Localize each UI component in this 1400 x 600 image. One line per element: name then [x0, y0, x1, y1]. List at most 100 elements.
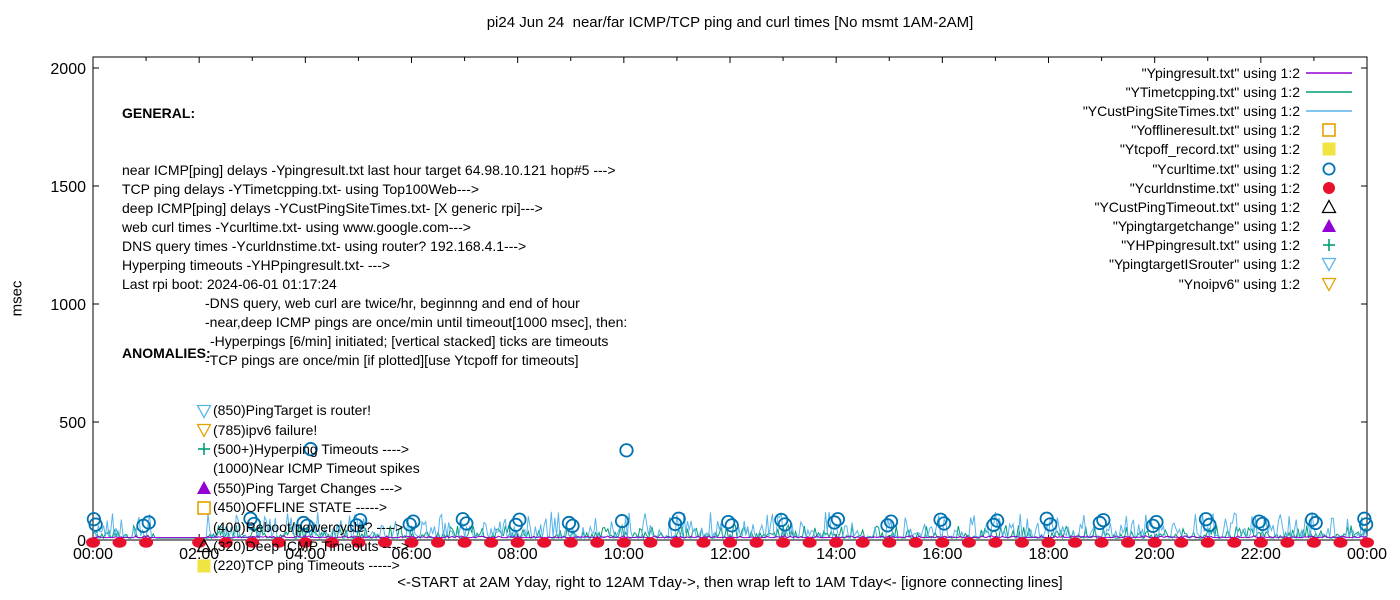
dns-time-point [484, 537, 499, 548]
anomaly-marker [196, 422, 213, 438]
square-filled-icon [197, 559, 211, 573]
anomalies-annotations: ANOMALIES: (850)PingTarget is router! (78… [122, 306, 420, 600]
dns-time-point [377, 537, 392, 548]
legend-label: "Yofflineresult.txt" using 1:2 [1131, 122, 1300, 139]
dns-time-point [961, 537, 976, 548]
curl-time-point [1255, 516, 1270, 532]
legend-entry: "YpingtargetISrouter" using 1:2 [1083, 255, 1358, 274]
line-icon [1306, 90, 1352, 93]
curl-time-point [1043, 517, 1058, 532]
curl-time-point [1149, 514, 1164, 530]
dns-time-point [351, 537, 366, 548]
legend-entry: "Ypingtargetchange" using 1:2 [1083, 217, 1358, 236]
dns-time-point [988, 537, 1003, 548]
circle-filled-icon [1323, 181, 1335, 194]
curl-time-point [986, 517, 1001, 532]
dns-time-point [1014, 537, 1029, 548]
curl-time-point [512, 512, 527, 527]
curl-time-point [459, 516, 474, 531]
anomaly-marker [196, 441, 213, 457]
anomaly-text: (450)OFFLINE STATE -----> [213, 499, 388, 516]
dns-time-point [1174, 537, 1189, 548]
square-open-icon [197, 500, 211, 515]
legend-marker [1300, 218, 1358, 234]
dns-time-point [298, 537, 313, 548]
dns-time-point [112, 537, 127, 548]
anomaly-rows: (850)PingTarget is router! (785)ipv6 fail… [196, 401, 420, 576]
anomaly-item: (450)OFFLINE STATE -----> [196, 498, 420, 517]
anomaly-item: (1000)Near ICMP Timeout spikes [196, 459, 420, 478]
legend-entry: "YTimetcpping.txt" using 1:2 [1083, 82, 1358, 101]
legend-marker [1300, 161, 1358, 177]
general-line: -DNS query, web curl are twice/hr, begin… [205, 295, 580, 311]
legend-label: "Ycurltime.txt" using 1:2 [1152, 160, 1300, 177]
dns-time-point [510, 537, 525, 548]
dns-time-point [1147, 537, 1162, 548]
dns-time-point [1333, 537, 1348, 548]
anomaly-text: (550)Ping Target Changes ---> [213, 479, 403, 496]
dns-time-point [749, 537, 764, 548]
legend-marker [1300, 237, 1358, 253]
legend-entry: "Ycurldnstime.txt" using 1:2 [1083, 178, 1358, 197]
general-lines: near ICMP[ping] delays -Ypingresult.txt … [122, 161, 627, 370]
curl-time-point [303, 442, 318, 457]
x-tick-label: 14:00 [816, 546, 856, 563]
legend-marker [1300, 122, 1358, 138]
legend-marker [1300, 199, 1358, 215]
legend-marker [1300, 180, 1358, 196]
triangle-down-open-icon [1321, 277, 1337, 292]
general-line: DNS query times -Ycurldnstime.txt- using… [122, 238, 527, 254]
dns-time-point [908, 537, 923, 548]
legend-label: "Ytcpoff_record.txt" using 1:2 [1119, 141, 1300, 158]
x-tick-label: 00:00 [73, 546, 113, 563]
curl-time-point [721, 514, 736, 530]
x-tick-label: 20:00 [1135, 546, 1175, 563]
legend-entry: "Ynoipv6" using 1:2 [1083, 274, 1358, 293]
plot-legend: "Ypingresult.txt" using 1:2 "YTimetcpping… [1083, 63, 1358, 293]
anomaly-text: (320)Deep ICMP Timeouts ----> [213, 537, 410, 554]
dns-time-point [457, 537, 472, 548]
legend-label: "Ycurldnstime.txt" using 1:2 [1129, 179, 1300, 196]
legend-marker [1300, 276, 1358, 292]
general-annotations: GENERAL: near ICMP[ping] delays -Ypingre… [122, 66, 627, 408]
dns-time-point [723, 537, 737, 548]
triangle-down-open-icon [196, 404, 212, 419]
circle-open-icon [1322, 162, 1336, 176]
dns-time-point [1306, 537, 1321, 548]
dns-time-point [1068, 537, 1083, 548]
legend-label: "YCustPingTimeout.txt" using 1:2 [1094, 198, 1300, 215]
curl-time-point [88, 517, 103, 532]
y-tick-label: 1000 [50, 297, 86, 314]
triangle-down-open-icon [1321, 258, 1337, 273]
anomaly-marker [196, 403, 213, 419]
plus-icon [1323, 239, 1335, 252]
dns-time-point [643, 537, 658, 548]
legend-label: "Ypingtargetchange" using 1:2 [1112, 218, 1300, 235]
legend-label: "Ynoipv6" using 1:2 [1178, 275, 1300, 292]
legend-label: "YTimetcpping.txt" using 1:2 [1125, 83, 1300, 100]
curl-time-point [933, 512, 948, 527]
anomaly-item: (550)Ping Target Changes ---> [196, 479, 420, 498]
dns-time-point [271, 537, 286, 548]
curl-time-point [937, 516, 952, 531]
legend-entry: "Ypingresult.txt" using 1:2 [1083, 63, 1358, 82]
legend-entry: "YHPpingresult.txt" using 1:2 [1083, 236, 1358, 255]
curl-time-point [1202, 517, 1217, 532]
curl-time-point [614, 514, 630, 529]
dns-time-point [935, 537, 950, 548]
dns-time-point [882, 537, 897, 548]
plus-icon [198, 443, 210, 456]
curl-time-point [671, 511, 686, 526]
dns-time-point [776, 537, 791, 548]
anomaly-item: (220)TCP ping Timeouts -----> [196, 556, 420, 575]
curl-time-point [1092, 515, 1107, 531]
curl-time-point [777, 517, 792, 532]
dns-time-point [1041, 537, 1056, 548]
curl-time-point [827, 515, 842, 530]
legend-entry: "YCustPingTimeout.txt" using 1:2 [1083, 197, 1358, 216]
general-line: TCP ping delays -YTimetcpping.txt- using… [122, 181, 480, 197]
anomaly-marker [196, 500, 213, 516]
general-line: -TCP pings are once/min [if plotted][use… [205, 352, 579, 368]
